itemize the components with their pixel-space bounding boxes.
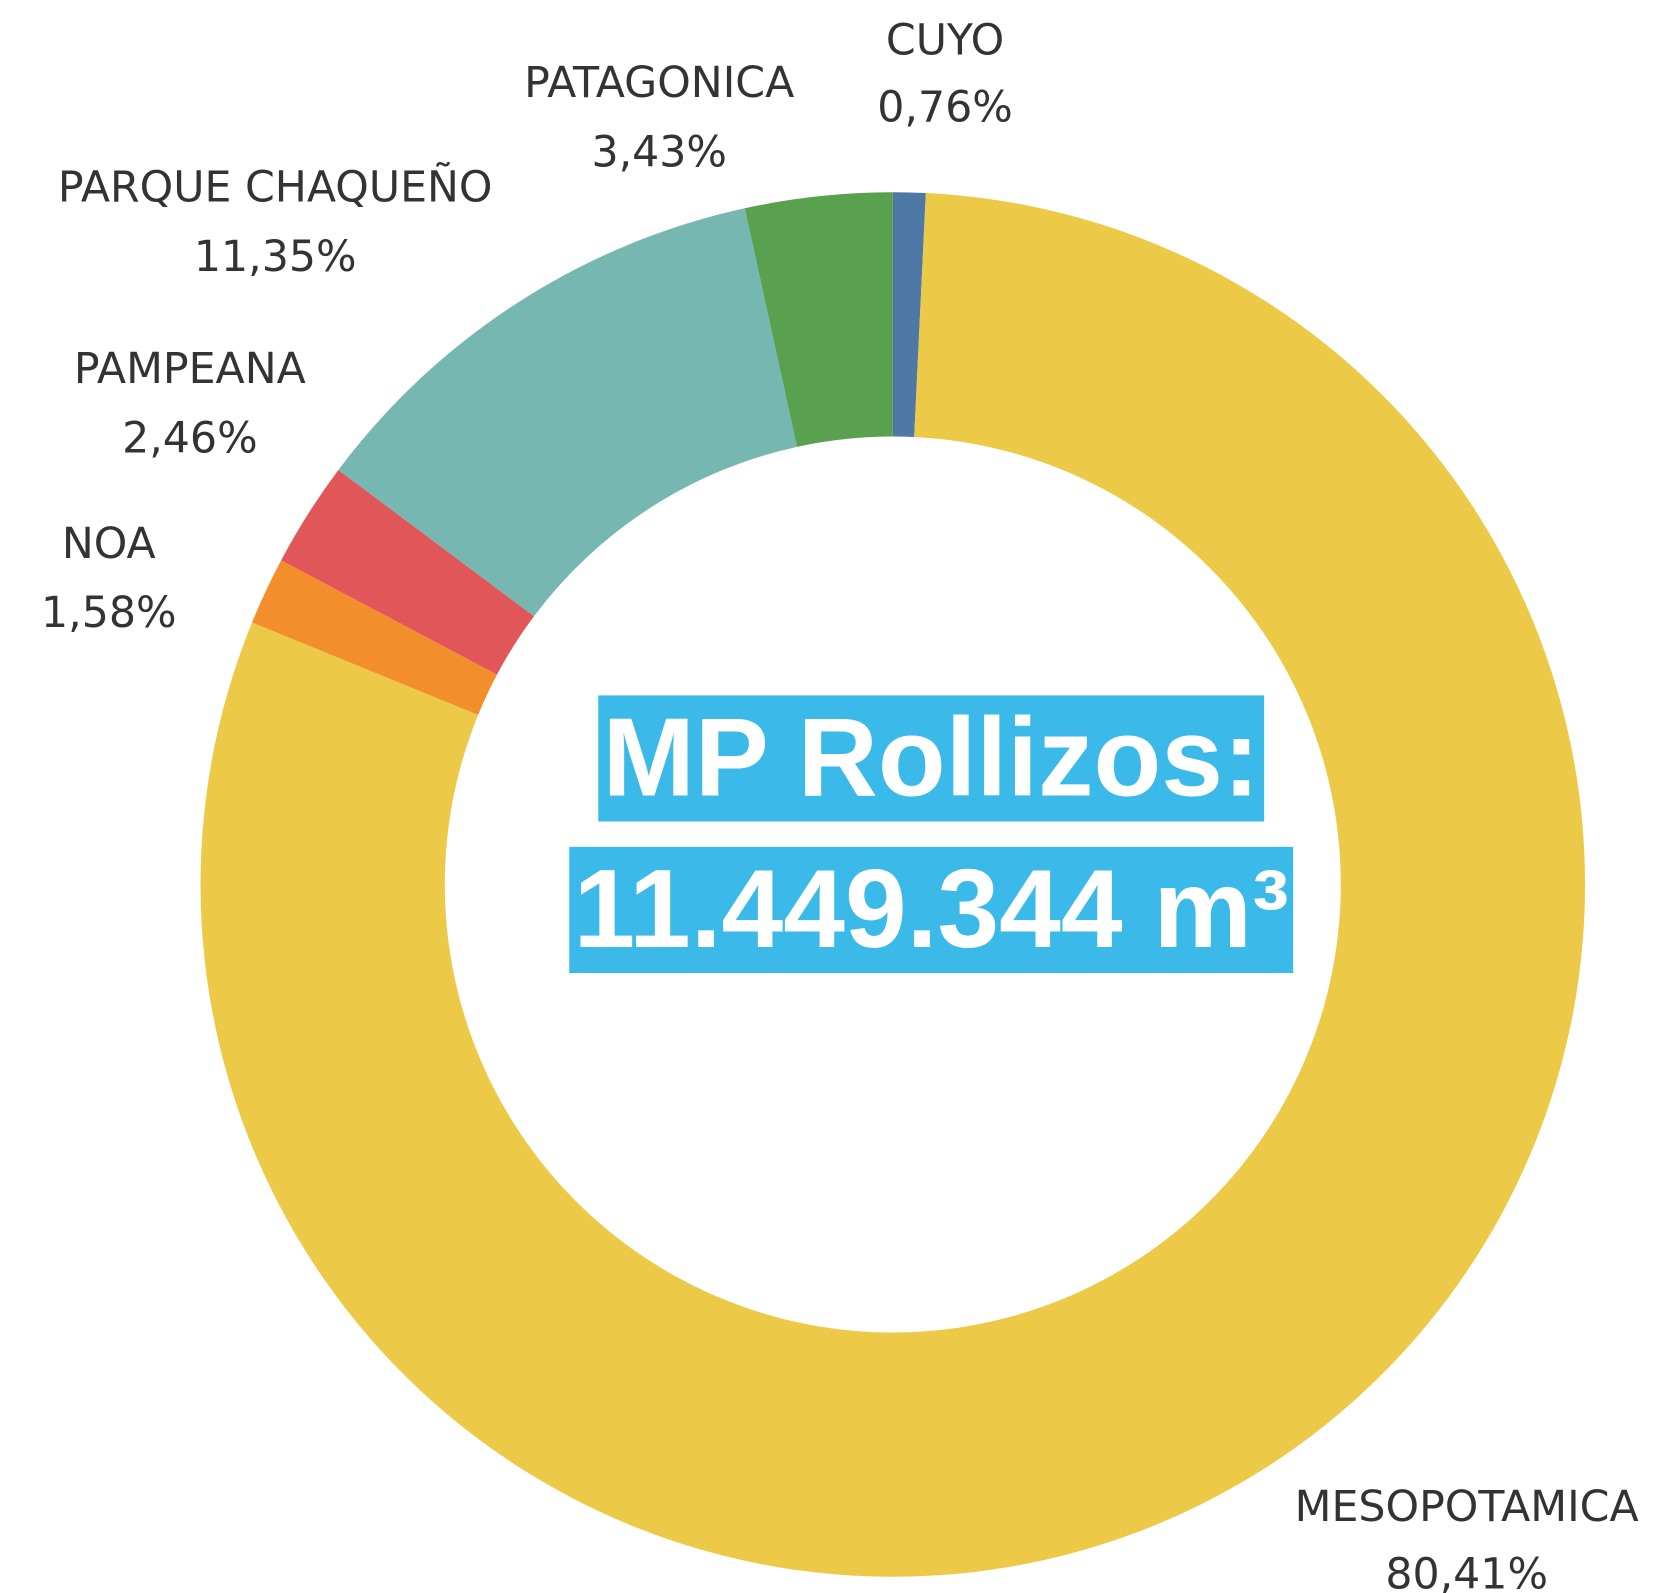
- wedge: [338, 208, 797, 617]
- value-label: 3,43%: [591, 127, 727, 177]
- annotation: 11.449.344 m³: [573, 847, 1288, 971]
- category-label: NOA: [62, 519, 156, 569]
- annotation-box: [569, 846, 1294, 973]
- category-label: PAMPEANA: [74, 344, 306, 394]
- category-label: MESOPOTAMICA: [1295, 1482, 1639, 1532]
- annotation-box: [598, 695, 1265, 822]
- value-label: 1,58%: [41, 588, 177, 638]
- wedge: [281, 469, 535, 675]
- wedge: [892, 192, 926, 438]
- category-label: PATAGONICA: [524, 58, 794, 108]
- category-label: CUYO: [886, 15, 1004, 65]
- wedges: [200, 192, 1586, 1577]
- value-label: 2,46%: [122, 413, 258, 463]
- value-label: 11,35%: [194, 232, 357, 282]
- wedge: [200, 193, 1586, 1577]
- value-label: 80,41%: [1385, 1549, 1548, 1593]
- value-label: 0,76%: [877, 83, 1013, 133]
- wedge: [252, 560, 497, 715]
- category-label: PARQUE CHAQUEÑO: [58, 162, 493, 213]
- labels: CUYO 0,76% MESOPOTAMICA 80,41% NOA 1,58% PAMPE…: [41, 15, 1639, 1593]
- wedge: [744, 192, 893, 447]
- annotation: MP Rollizos:: [603, 695, 1260, 819]
